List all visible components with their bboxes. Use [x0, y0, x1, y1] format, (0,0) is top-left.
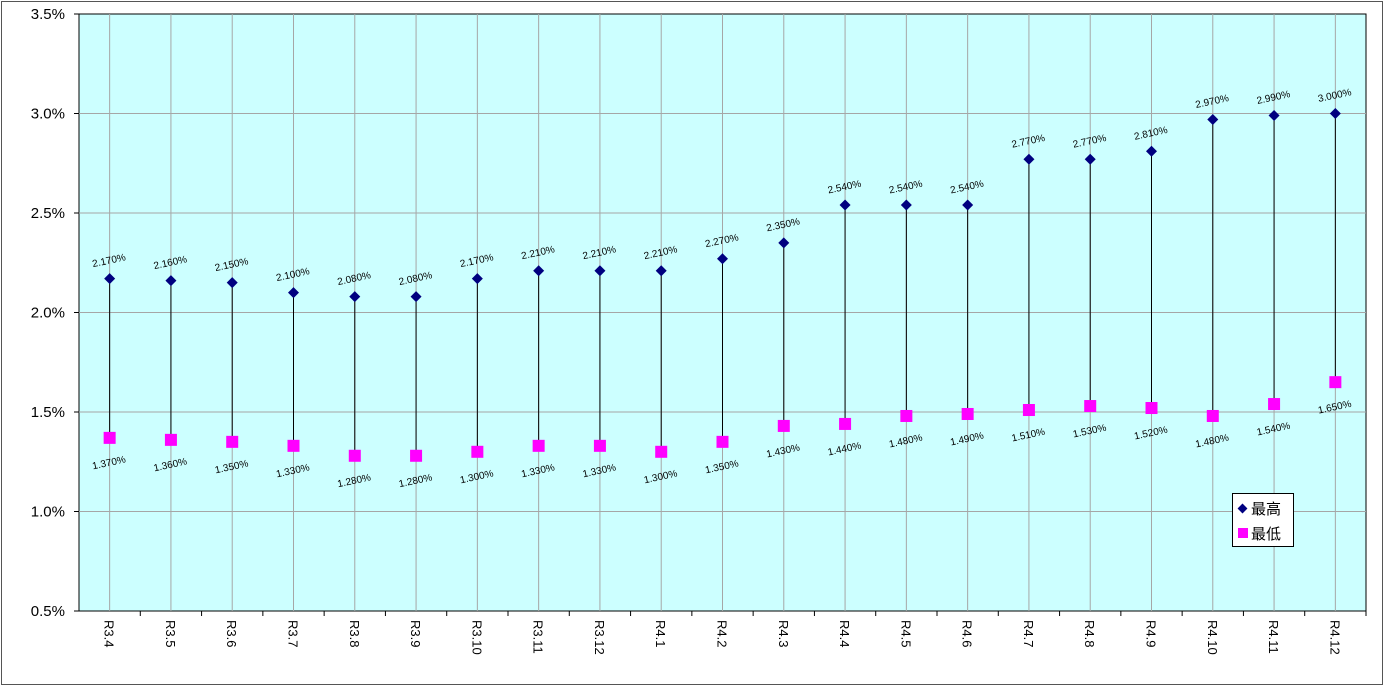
low-point: [1022, 404, 1035, 417]
high-point: [1084, 153, 1096, 165]
high-point: [165, 275, 177, 287]
x-tick-label: R4.9: [1144, 620, 1159, 647]
high-point: [1329, 108, 1341, 119]
legend-item-high: 最高: [1237, 497, 1281, 519]
high-point: [104, 273, 116, 285]
high-point: [533, 265, 545, 277]
x-tick-label: R3.7: [286, 620, 301, 647]
x-tick-label: R4.5: [898, 620, 913, 647]
series-low-markers: [103, 376, 1342, 462]
series-low-data-labels: 1.370% 1.360% 1.350% 1.330%1.280% 1.280% 1.30…: [91, 399, 1352, 490]
x-tick-label: R3.10: [469, 620, 484, 655]
y-tick-label: 1.5%: [31, 404, 65, 421]
x-tick-label: R4.6: [960, 620, 975, 647]
low-point: [900, 409, 913, 422]
x-tick-label: R4.3: [776, 620, 791, 647]
y-tick-label: 2.5%: [31, 205, 65, 222]
low-point: [777, 419, 790, 432]
y-tick-label: 3.0%: [31, 106, 65, 123]
x-tick-label: R3.8: [347, 620, 362, 647]
high-point: [349, 291, 361, 303]
high-point: [839, 199, 851, 211]
x-tick-label: R3.12: [592, 620, 607, 655]
series-high-markers: [104, 108, 1341, 303]
high-point: [226, 277, 238, 289]
y-tick-label: 0.5%: [31, 603, 65, 620]
y-axis: 0.5% 1.0% 1.5% 2.0% 2.5% 3.0% 3.5%: [31, 6, 79, 620]
x-tick-label: R3.9: [408, 620, 423, 647]
high-low-lines: [109, 113, 1336, 456]
y-tick-label: 1.0%: [31, 504, 65, 521]
high-point: [410, 291, 422, 303]
diamond-marker-icon: [1237, 503, 1248, 513]
x-tick-label: R4.12: [1327, 620, 1342, 655]
x-tick-label: R3.5: [163, 620, 178, 647]
legend-label-high: 最高: [1251, 500, 1282, 518]
low-point: [961, 407, 974, 420]
x-tick-label: R4.1: [653, 620, 668, 647]
low-point: [226, 435, 239, 448]
low-point: [1145, 402, 1158, 415]
x-tick-label: R4.10: [1205, 620, 1220, 655]
low-point: [164, 433, 177, 446]
x-tick-label: R4.4: [837, 620, 852, 647]
low-point: [1206, 409, 1219, 422]
x-tick-label: R4.7: [1021, 620, 1036, 647]
y-tick-label: 3.5%: [31, 6, 65, 23]
legend: 最高 最低: [1232, 493, 1294, 547]
low-point: [410, 449, 423, 462]
y-tick-label: 2.0%: [31, 305, 65, 322]
low-point: [532, 439, 545, 452]
square-marker-icon: [1238, 528, 1248, 538]
high-point: [1268, 109, 1280, 121]
x-tick-label: R4.2: [715, 620, 730, 647]
high-point: [1023, 153, 1035, 165]
low-point: [103, 431, 116, 444]
x-tick-label: R3.11: [531, 620, 546, 654]
x-tick-label: R4.8: [1082, 620, 1097, 647]
low-point: [1329, 376, 1342, 389]
low-point: [471, 445, 484, 458]
low-point: [1084, 400, 1097, 413]
low-point: [839, 417, 852, 430]
x-tick-label: R3.6: [224, 620, 239, 647]
high-point: [900, 199, 912, 211]
low-point: [348, 449, 361, 462]
high-point: [778, 237, 790, 249]
x-tick-label: R3.4: [102, 620, 117, 647]
low-point: [655, 445, 668, 458]
high-point: [1146, 145, 1157, 157]
high-point: [471, 273, 483, 285]
low-point: [1268, 398, 1281, 411]
legend-item-low: 最低: [1237, 522, 1281, 544]
low-point: [716, 435, 729, 448]
x-axis: R3.4 R3.5 R3.6 R3.7 R3.8 R3.9 R3.10 R3.11 R3.12 R…: [102, 611, 1367, 655]
x-tick-label: R4.11: [1266, 620, 1281, 654]
high-point: [655, 265, 667, 277]
high-point: [288, 287, 299, 299]
legend-label-low: 最低: [1251, 525, 1282, 543]
high-point: [1207, 113, 1219, 125]
low-point: [593, 439, 606, 452]
high-point: [717, 253, 728, 265]
high-point: [594, 265, 606, 277]
low-point: [287, 439, 300, 452]
high-point: [962, 199, 974, 211]
